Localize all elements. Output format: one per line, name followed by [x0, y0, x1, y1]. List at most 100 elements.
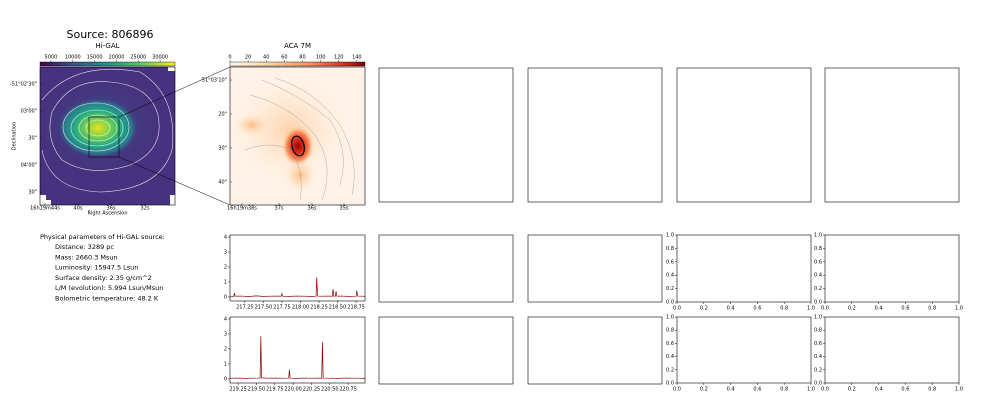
- empty-panel: [527, 67, 663, 203]
- y-tick-label: 0.6: [666, 259, 674, 265]
- x-tick-label: 0.8: [780, 387, 788, 393]
- x-tick-label: 220.25: [303, 387, 321, 393]
- spectrum-line: [229, 277, 366, 297]
- x-tick-label: 0.0: [821, 306, 829, 312]
- x-tick-label: 0.8: [780, 306, 788, 312]
- x-tick-label: 36s: [308, 206, 317, 212]
- colorbar-tick-label: 120: [334, 55, 344, 61]
- y-tick-label: 0.2: [814, 286, 822, 292]
- x-tick-label: 0.2: [700, 306, 708, 312]
- empty-panel: [378, 234, 514, 303]
- x-tick-label: 1.0: [955, 306, 963, 312]
- x-tick-label: 0.4: [875, 306, 883, 312]
- param-line: Luminosity: 15947.5 Lsun: [55, 264, 138, 272]
- colorbar: [229, 61, 366, 67]
- y-tick-label: 1.0: [666, 315, 674, 321]
- x-tick-label: 0.6: [753, 387, 761, 393]
- y-tick-label: 0.6: [814, 259, 822, 265]
- colorbar-tick-label: 15000: [87, 55, 103, 61]
- colorbar-tick-label: 20000: [109, 55, 125, 61]
- y-tick-label: 4: [224, 234, 227, 240]
- y-tick-label: -51°03'10": [200, 78, 227, 84]
- y-tick-label: 0.6: [814, 341, 822, 347]
- y-tick-label: 0.0: [814, 381, 822, 387]
- x-tick-label: 220.75: [339, 387, 357, 393]
- higal-image: [40, 67, 175, 205]
- colorbar-tick-label: 60: [281, 55, 287, 61]
- y-tick-label: 1.0: [814, 315, 822, 321]
- x-tick-label: 0.0: [673, 306, 681, 312]
- y-tick-label: 3: [224, 331, 227, 337]
- param-line: Surface density: 2.35 g/cm^2: [55, 274, 152, 282]
- x-tick-label: 40s: [74, 206, 83, 212]
- x-tick-label: 0.6: [901, 387, 909, 393]
- y-tick-label: 0.2: [666, 367, 674, 373]
- aca-image: [230, 67, 365, 205]
- x-tick-label: 1.0: [807, 306, 815, 312]
- param-line: Distance: 3289 pc: [55, 243, 114, 251]
- y-tick-label: 0.6: [666, 341, 674, 347]
- axes-frame: [229, 234, 366, 302]
- x-tick-label: 16h19m38s: [227, 206, 257, 212]
- x-tick-label: 217.75: [273, 305, 291, 311]
- colorbar-tick-label: 0: [228, 55, 231, 61]
- colorbar-tick-label: 140: [352, 55, 362, 61]
- y-tick-label: 30": [28, 190, 37, 196]
- x-tick-label: 0.2: [848, 306, 856, 312]
- y-tick-label: 0.4: [666, 354, 674, 360]
- x-tick-label: 16h19m44s: [30, 206, 60, 212]
- x-tick-label: 218.50: [329, 305, 347, 311]
- x-tick-label: 0.6: [901, 306, 909, 312]
- y-tick-label: 20": [218, 112, 227, 118]
- colorbar-tick-label: 5000: [45, 55, 58, 61]
- zoom-connector: [118, 156, 231, 206]
- x-tick-label: 32s: [141, 206, 150, 212]
- y-tick-label: 1: [224, 279, 227, 285]
- x-tick-label: 36s: [107, 206, 116, 212]
- axes-frame: [676, 316, 812, 384]
- y-tick-label: -51°02'30": [10, 82, 37, 88]
- colorbar-tick-label: 25000: [130, 55, 146, 61]
- y-tick-label: 0.4: [666, 273, 674, 279]
- y-tick-label: 0: [224, 294, 227, 300]
- y-tick-label: 0.2: [666, 286, 674, 292]
- y-tick-label: 0.8: [814, 246, 822, 252]
- zoom-connector: [118, 66, 231, 118]
- empty-panel: [824, 67, 960, 203]
- param-line: Mass: 2660.3 Msun: [55, 253, 118, 261]
- colorbar-tick-label: 100: [316, 55, 326, 61]
- x-tick-label: 0.6: [753, 306, 761, 312]
- colorbar-tick-label: 80: [299, 55, 305, 61]
- axes-frame: [824, 316, 960, 384]
- x-tick-label: 1.0: [955, 387, 963, 393]
- x-tick-label: 35s: [340, 206, 349, 212]
- axes-frame: [39, 66, 176, 206]
- panel-title: Hi-GAL: [95, 42, 119, 50]
- y-tick-label: 2: [224, 346, 227, 352]
- colorbar-tick-label: 30000: [152, 55, 168, 61]
- x-tick-label: 218.25: [310, 305, 328, 311]
- axes-frame: [229, 66, 366, 206]
- spectrum-line: [229, 336, 366, 379]
- y-tick-label: 0.0: [666, 381, 674, 387]
- y-tick-label: 0.8: [814, 328, 822, 334]
- y-tick-label: 0.4: [814, 354, 822, 360]
- colorbar: [39, 61, 176, 67]
- x-tick-label: 0.0: [673, 387, 681, 393]
- x-tick-label: 217.25: [236, 305, 254, 311]
- x-tick-label: 0.8: [928, 306, 936, 312]
- y-tick-label: 03'00": [21, 109, 37, 115]
- x-tick-label: 0.4: [875, 387, 883, 393]
- x-tick-label: 0.2: [700, 387, 708, 393]
- x-tick-label: 218.75: [347, 305, 365, 311]
- x-tick-label: 218.00: [292, 305, 310, 311]
- x-tick-label: 220.00: [284, 387, 302, 393]
- x-tick-label: 220.50: [321, 387, 339, 393]
- x-tick-label: 0.4: [727, 387, 735, 393]
- empty-panel: [527, 316, 663, 385]
- y-tick-label: 2: [224, 264, 227, 270]
- empty-panel: [676, 67, 812, 203]
- param-line: L/M (evolution): 5.994 Lsun/Msun: [55, 284, 163, 292]
- x-tick-label: 0.8: [928, 387, 936, 393]
